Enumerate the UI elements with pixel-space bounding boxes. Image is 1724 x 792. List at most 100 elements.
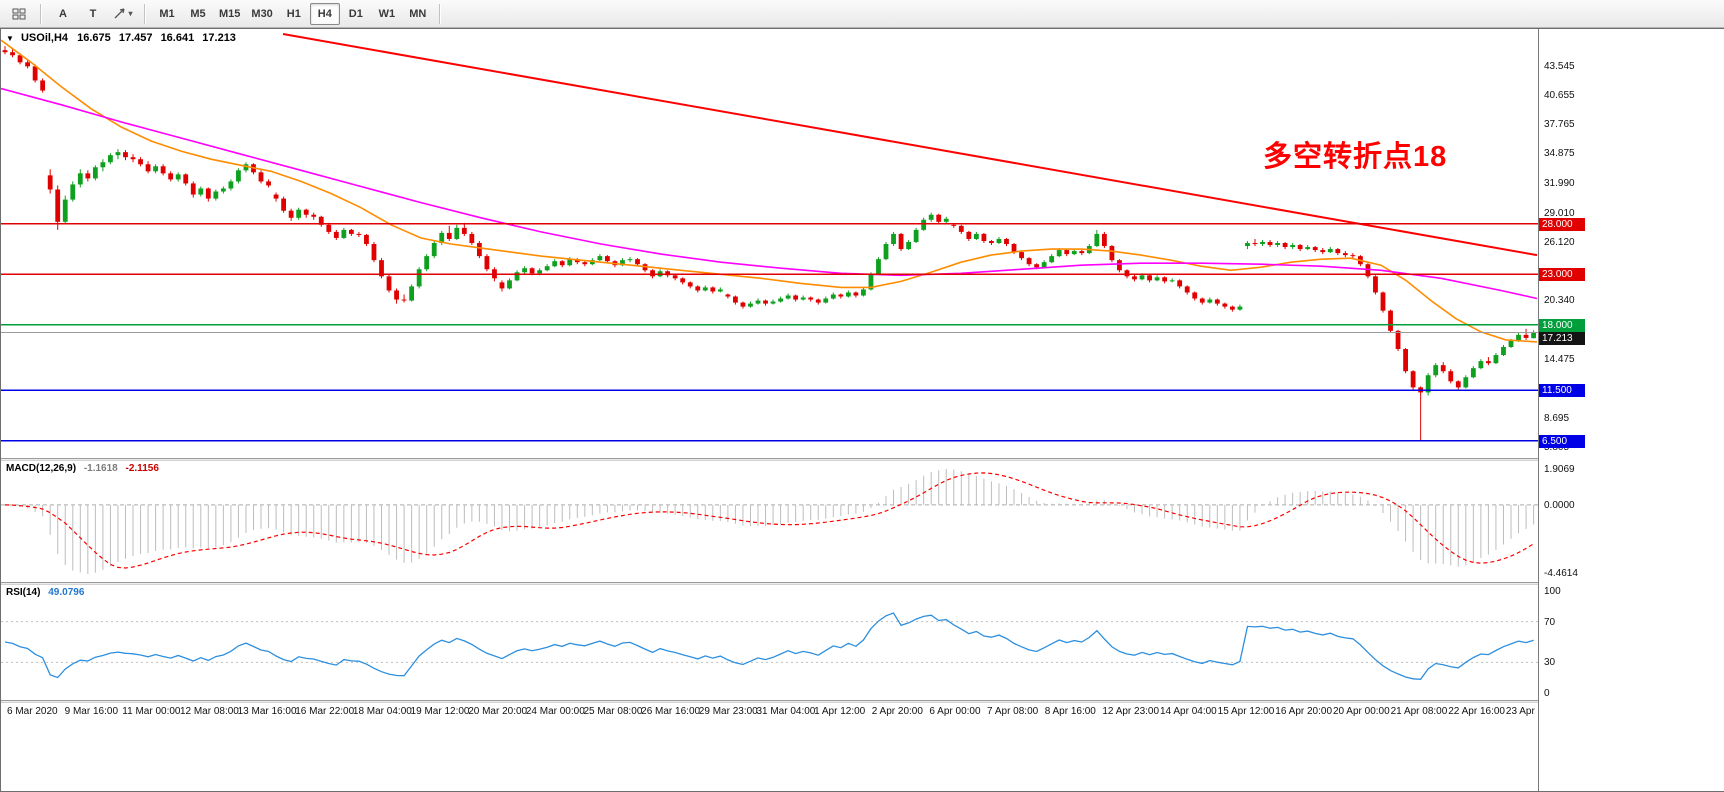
timeframe-button-m1[interactable]: M1 [159, 7, 175, 20]
ohlc-low: 16.641 [160, 32, 195, 44]
candle-body [928, 214, 934, 220]
candle-body [17, 55, 23, 63]
timeframe-button-m5[interactable]: M5 [190, 7, 206, 20]
timeframe-button-h4[interactable]: H4 [309, 2, 340, 25]
time-axis-label: 23 Apr 22:00 [1505, 706, 1563, 717]
candle-body [665, 271, 671, 276]
candle-body [318, 216, 324, 225]
candle-body [1004, 238, 1009, 245]
candle-body [92, 167, 98, 179]
candle-body [763, 300, 768, 304]
candle-body [891, 233, 896, 245]
timeframe-button-mn[interactable]: MN [409, 7, 427, 20]
candle-body [130, 157, 136, 160]
time-axis-label: 20 Mar 20:00 [468, 706, 528, 717]
candle-body [1516, 334, 1521, 341]
candle-body [958, 225, 964, 232]
drawing-tools-button[interactable]: ▾ [108, 3, 138, 25]
candle-body [913, 229, 919, 242]
candle-body [175, 174, 181, 180]
timeframe-button-m30[interactable]: M30 [251, 7, 273, 20]
candle-body [687, 282, 693, 287]
candle-body [1169, 280, 1175, 282]
timeframe-button-d1[interactable]: D1 [348, 7, 363, 20]
time-axis-label: 1 Apr 12:00 [814, 706, 866, 717]
main-chart-pane[interactable] [1, 29, 1538, 459]
timeframe-button-w1[interactable]: W1 [378, 7, 396, 20]
chart-area: ▼ USOil,H4 16.675 17.457 16.641 17.213 M… [0, 28, 1724, 792]
time-axis-label: 20 Apr 00:00 [1332, 706, 1390, 717]
pane-splitter[interactable] [1, 582, 1723, 585]
timeframe-button-h1[interactable]: H1 [286, 7, 301, 20]
chevron-down-icon: ▾ [128, 9, 133, 18]
candle-body [1342, 253, 1348, 256]
time-axis-label: 18 Mar 04:00 [352, 706, 412, 717]
macd-histogram [12, 469, 1535, 574]
candle-body [499, 282, 505, 289]
price-axis-label: 40.655 [1544, 90, 1575, 102]
candle-body [1501, 346, 1506, 356]
candle-body [25, 62, 30, 67]
candle-body [582, 262, 588, 265]
toolbar-separator [144, 3, 146, 24]
candle-body [47, 175, 53, 190]
candle-body [559, 261, 565, 266]
pane-splitter[interactable] [1, 700, 1723, 703]
candle-body [861, 289, 866, 296]
arrow-draw-icon [115, 8, 126, 19]
candle-body [220, 188, 226, 192]
time-axis[interactable]: 6 Mar 2020 9 Mar 16:00 11 Mar 00:00 12 Mar … [1, 703, 1723, 721]
candle-body [364, 234, 369, 245]
charts-list-button[interactable] [4, 3, 34, 25]
candle-body [108, 155, 113, 163]
pane-splitter[interactable] [1, 458, 1723, 461]
time-axis-label: 2 Apr 20:00 [871, 706, 923, 717]
charts-list-icon [12, 8, 26, 19]
toolbar-separator [40, 3, 42, 24]
macd-name: MACD(12,26,9) [6, 463, 77, 474]
text-tool-button[interactable]: T [89, 7, 97, 20]
candle-body [446, 232, 452, 239]
price-line-badge: 18.000 [1539, 318, 1585, 332]
candle-body [936, 214, 942, 222]
timeframe-group: M1 M5 M15 M30 H1 H4 D1 W1 MN [152, 2, 433, 25]
rsi-label: RSI(14) 49.0796 [6, 587, 84, 598]
rsi-line [4, 612, 1534, 680]
candle-body [273, 194, 279, 199]
macd-axis-label: -4.4614 [1544, 568, 1578, 579]
time-axis-label: 12 Apr 23:00 [1102, 706, 1160, 717]
price-axis[interactable]: 43.545 40.655 37.765 34.875 31.990 29.010 26.1… [1538, 29, 1724, 791]
rsi-axis-label: 0 [1544, 688, 1550, 699]
candle-body [966, 231, 972, 239]
candle-body [1267, 242, 1273, 246]
candle-body [1056, 250, 1062, 257]
rsi-pane[interactable] [1, 585, 1538, 700]
candle-body [522, 268, 527, 273]
candle-body [1026, 258, 1032, 265]
candle-body [552, 261, 558, 267]
price-axis-label: 43.545 [1544, 60, 1575, 72]
time-axis-label: 9 Mar 16:00 [64, 706, 119, 717]
candle-body [1395, 330, 1401, 350]
macd-pane[interactable] [1, 461, 1538, 582]
time-axis-label: 29 Mar 23:00 [698, 706, 758, 717]
candle-body [1071, 251, 1077, 255]
rsi-axis-label: 30 [1544, 657, 1556, 669]
candle-body [567, 259, 573, 266]
candle-body [589, 260, 595, 265]
candle-body [190, 183, 196, 195]
candle-body [1260, 242, 1265, 245]
candle-body [1124, 270, 1130, 277]
timeframe-button-m15[interactable]: M15 [219, 7, 241, 20]
candle-body [1305, 247, 1311, 250]
candle-body [650, 270, 655, 277]
candle-body [1508, 340, 1514, 347]
descending-trendline[interactable] [282, 33, 1538, 257]
candle-body [431, 243, 437, 257]
candle-body [1455, 381, 1461, 388]
candle-body [100, 162, 106, 168]
text-annotation-button[interactable]: A [59, 7, 67, 20]
macd-axis-label: 1.9069 [1544, 464, 1575, 475]
price-axis-label: 26.120 [1544, 236, 1575, 248]
macd-label: MACD(12,26,9) -1.1618 -2.1156 [6, 463, 159, 474]
